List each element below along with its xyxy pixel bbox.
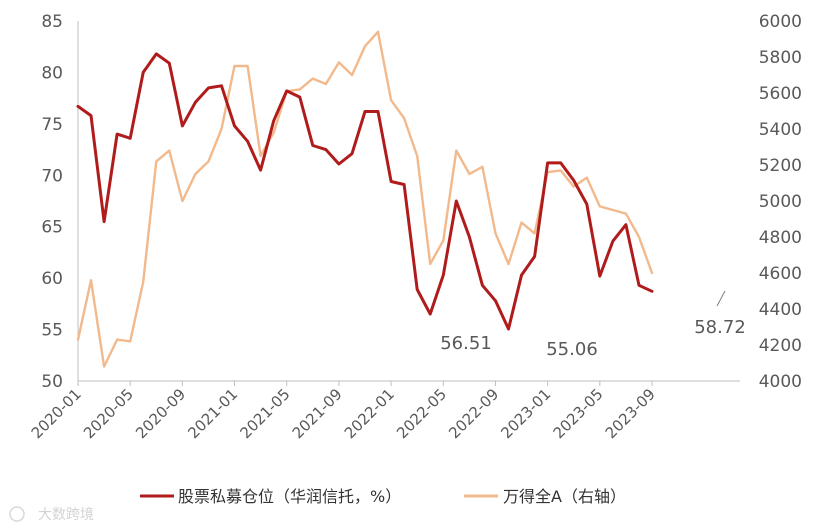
y-left-tick-label: 50: [41, 372, 63, 392]
y-left-tick-label: 85: [41, 12, 63, 32]
x-tick-label: 2022-09: [445, 385, 502, 442]
y-right-tick-label: 4000: [759, 372, 802, 392]
x-tick-label: 2023-05: [550, 385, 607, 442]
y-left-tick-label: 65: [41, 218, 63, 238]
chart-axes: [77, 21, 740, 382]
x-tick-label: 2022-05: [393, 385, 450, 442]
y-left-tick-label: 60: [41, 269, 63, 289]
x-tick-label: 2021-09: [289, 385, 346, 442]
annotation-leader-line: [716, 290, 726, 307]
y-right-tick-label: 4600: [759, 264, 802, 284]
y-left-tick-label: 80: [41, 63, 63, 83]
y-left-tick-label: 55: [41, 321, 63, 341]
y-right-tick-label: 5200: [759, 156, 802, 176]
y-axis-right-ticks: 4000 4200 4400 4600 4800 5000 5200 5400 5600 5800…: [759, 12, 802, 392]
y-right-tick-label: 4200: [759, 336, 802, 356]
x-tick-label: 2020-05: [80, 385, 137, 442]
y-right-tick-label: 6000: [759, 12, 802, 32]
annotation-low-2: 55.06: [546, 339, 598, 360]
watermark: 大数跨境: [9, 506, 94, 523]
x-tick-label: 2020-01: [28, 385, 85, 442]
series-line-private-equity: [76, 52, 654, 331]
x-tick-label: 2021-05: [237, 385, 294, 442]
x-tick-label: 2023-01: [497, 385, 554, 442]
y-right-tick-label: 5800: [759, 48, 802, 68]
series-line-wind-a: [76, 30, 654, 368]
y-right-tick-label: 5400: [759, 120, 802, 140]
watermark-logo-icon: [9, 506, 25, 522]
y-axis-left-ticks: 50 55 60 65 70 75 80 85: [41, 12, 63, 392]
x-tick-label: 2020-09: [132, 385, 189, 442]
watermark-text: 大数跨境: [38, 507, 94, 523]
x-tick-label: 2021-01: [184, 385, 241, 442]
x-tick-label: 2023-09: [602, 385, 659, 442]
y-right-tick-label: 5600: [759, 84, 802, 104]
annotations: 56.51 55.06 58.72: [440, 290, 746, 360]
y-right-tick-label: 4400: [759, 300, 802, 320]
y-right-tick-label: 5000: [759, 192, 802, 212]
legend-label-private-equity: 股票私募仓位（华润信托，%）: [178, 487, 401, 506]
annotation-last: 58.72: [694, 317, 746, 338]
x-tick-label: 2022-01: [341, 385, 398, 442]
y-right-tick-label: 4800: [759, 228, 802, 248]
legend-label-wind-a: 万得全A（右轴）: [503, 487, 626, 506]
y-left-tick-label: 70: [41, 166, 63, 186]
series-lines: [76, 30, 654, 368]
legend: 股票私募仓位（华润信托，%） 万得全A（右轴）: [140, 487, 626, 506]
annotation-low-1: 56.51: [440, 333, 492, 354]
y-left-tick-label: 75: [41, 115, 63, 135]
x-axis-ticks: 2020-012020-052020-092021-012021-052021-…: [28, 381, 659, 442]
